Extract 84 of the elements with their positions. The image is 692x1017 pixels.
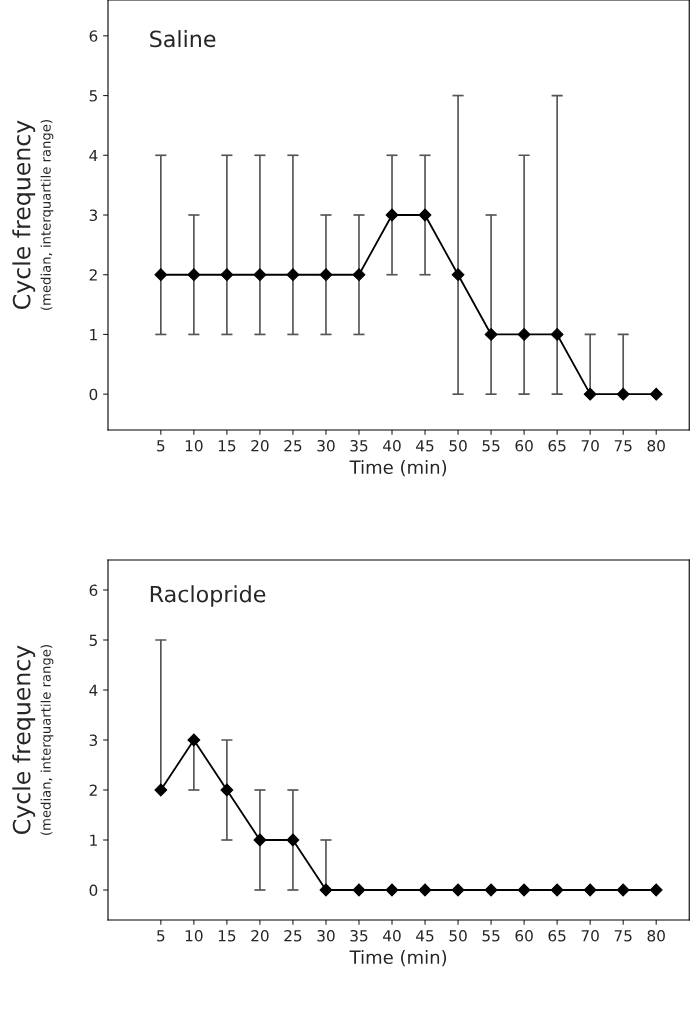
x-tick-label: 25 [284, 929, 302, 942]
x-tick-label: 40 [383, 439, 401, 452]
x-tick-label: 75 [614, 440, 632, 452]
x-tick-label: 5 [157, 440, 165, 452]
x-tick-label: 60 [515, 439, 533, 452]
point [550, 328, 564, 341]
point [220, 783, 234, 797]
point [253, 268, 267, 282]
point [385, 208, 399, 222]
point [517, 328, 531, 341]
x-tick-label: 70 [581, 929, 599, 942]
point [385, 883, 399, 897]
x-axis-title: Time (min) [349, 460, 447, 477]
x-axis-title: Time (min) [349, 950, 447, 967]
text: Raclopride [150, 585, 266, 607]
x-tick-label: 5 [157, 930, 165, 942]
point [451, 268, 465, 282]
x-tick-label: 50 [449, 439, 467, 452]
x-tick-label: 50 [449, 929, 467, 942]
y-tick-label: 6 [89, 584, 98, 597]
y-tick-label: 2 [89, 269, 97, 281]
x-tick-label: 45 [416, 930, 434, 942]
point [154, 783, 168, 797]
text: Saline [150, 30, 216, 48]
x-tick-label: 80 [647, 439, 665, 452]
point [253, 833, 267, 847]
y-tick-label: 1 [90, 834, 97, 846]
point [649, 387, 663, 401]
x-tick-label: 20 [251, 439, 269, 452]
y-tick-label: 2 [89, 784, 97, 796]
y-tick-label: 1 [90, 329, 97, 341]
x-tick-label: 55 [482, 930, 500, 942]
y-tick-label: 5 [89, 634, 97, 647]
point [418, 208, 432, 222]
x-tick-label: 65 [548, 929, 566, 942]
x-tick-label: 15 [218, 440, 236, 452]
x-tick-label: 60 [515, 929, 533, 942]
y-tick-label: 4 [89, 149, 98, 162]
y-axis-title: Cycle frequency (median, interquartile range) [12, 645, 54, 835]
x-tick-label: 25 [284, 439, 302, 452]
x-tick-label: 80 [647, 929, 665, 942]
x-tick-label: 35 [350, 929, 368, 942]
point [286, 268, 300, 282]
point [484, 328, 498, 341]
y-tick-label: 0 [89, 388, 98, 401]
x-tick-label: 70 [581, 439, 599, 452]
x-tick-label: 15 [218, 930, 236, 942]
point [418, 883, 432, 897]
point [616, 883, 630, 897]
point [550, 883, 564, 897]
y-tick-label: 0 [89, 884, 98, 897]
point [517, 883, 531, 897]
point [319, 268, 333, 282]
x-tick-label: 10 [185, 929, 203, 942]
point [187, 733, 201, 747]
point [616, 387, 630, 401]
point [286, 833, 300, 847]
y-tick-label: 3 [89, 734, 98, 747]
point [154, 268, 168, 282]
point [451, 883, 465, 897]
point [352, 883, 366, 897]
x-tick-label: 65 [548, 439, 566, 452]
point [220, 268, 234, 282]
x-tick-label: 75 [614, 930, 632, 942]
x-tick-label: 10 [185, 439, 203, 452]
point [583, 387, 597, 401]
y-tick-label: 6 [89, 30, 98, 42]
x-tick-label: 20 [251, 929, 269, 942]
x-tick-label: 30 [317, 929, 335, 942]
point [352, 268, 366, 282]
x-tick-label: 35 [350, 439, 368, 452]
point [187, 268, 201, 282]
y-tick-label: 3 [89, 209, 98, 222]
y-tick-label: 4 [89, 684, 98, 696]
point [319, 883, 333, 897]
point [583, 883, 597, 897]
x-tick-label: 30 [317, 439, 335, 452]
y-axis-title: Cycle frequency (median, interquartile range) [12, 120, 54, 310]
x-tick-label: 55 [482, 440, 500, 452]
x-tick-label: 45 [416, 440, 434, 452]
point [649, 883, 663, 897]
y-tick-label: 5 [89, 90, 97, 102]
x-tick-label: 40 [383, 929, 401, 942]
point [484, 883, 498, 897]
